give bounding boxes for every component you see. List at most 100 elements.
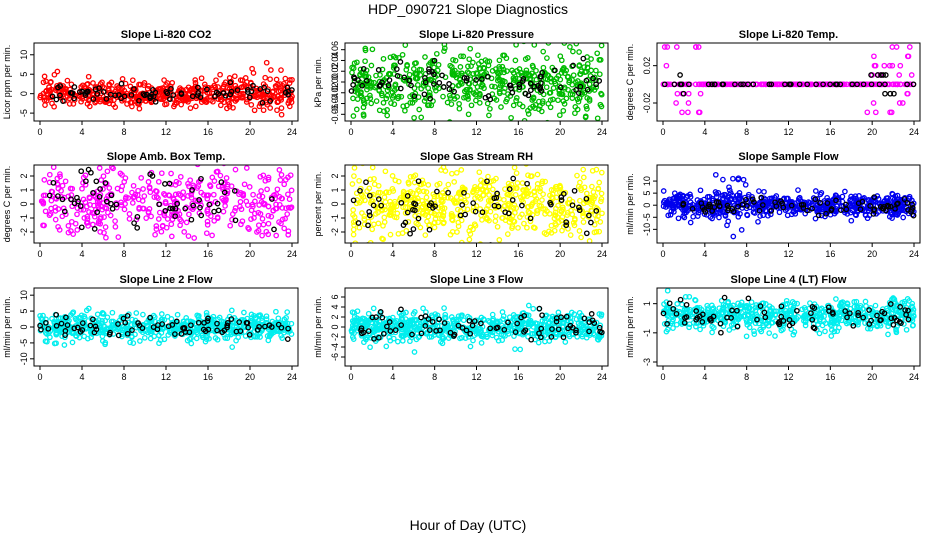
plot-frame	[344, 42, 609, 122]
data-point	[236, 319, 243, 325]
data-point	[569, 77, 575, 83]
data-point	[515, 225, 521, 231]
data-point	[441, 43, 448, 48]
data-point	[695, 44, 702, 50]
data-point	[275, 260, 279, 264]
data-point	[833, 203, 840, 210]
data-point	[535, 324, 541, 331]
data-point	[434, 188, 440, 195]
x-tick-label: 4	[390, 249, 395, 259]
data-point	[560, 66, 567, 72]
data-point	[766, 81, 773, 88]
data-point	[153, 193, 160, 200]
data-point	[74, 194, 80, 201]
data-point	[540, 191, 546, 198]
data-point	[496, 237, 503, 243]
data-point	[382, 168, 389, 175]
data-point	[172, 205, 179, 212]
data-point	[354, 308, 361, 315]
data-point	[83, 220, 90, 226]
y-tick-label: 0	[19, 201, 29, 206]
data-point	[288, 187, 295, 194]
data-point	[62, 328, 69, 334]
plot-frame	[33, 42, 299, 122]
data-point	[896, 100, 903, 106]
data-point	[730, 175, 736, 182]
data-point	[557, 84, 564, 91]
y-tick-label: 0	[330, 324, 340, 329]
data-point	[599, 210, 605, 217]
data-point	[540, 64, 547, 71]
data-point	[134, 225, 141, 231]
data-point	[354, 90, 361, 96]
data-point	[402, 204, 409, 211]
data-point	[363, 67, 370, 74]
data-point	[163, 101, 170, 107]
data-point	[534, 181, 541, 187]
data-point	[508, 85, 514, 92]
x-tick-label: 16	[513, 372, 523, 382]
data-point	[269, 196, 275, 202]
x-tick-label: 16	[825, 127, 835, 137]
data-point	[507, 192, 513, 199]
data-point	[141, 92, 148, 99]
data-point	[812, 215, 819, 222]
data-point	[501, 196, 507, 203]
data-point	[871, 194, 878, 200]
x-tick-label: 24	[909, 249, 919, 259]
data-point	[544, 55, 550, 61]
x-tick-label: 20	[245, 372, 255, 382]
y-tick-label: 2	[19, 173, 29, 178]
data-point	[671, 81, 678, 88]
data-point	[103, 234, 109, 241]
data-point	[78, 98, 84, 105]
data-point	[414, 82, 421, 88]
y-tick-label: 0.04	[330, 52, 340, 70]
data-point	[508, 114, 514, 121]
data-point	[282, 215, 288, 222]
data-point	[447, 329, 454, 336]
data-point	[115, 321, 121, 327]
data-point	[288, 204, 295, 211]
data-point	[288, 96, 295, 102]
data-point	[874, 72, 881, 78]
data-point	[539, 250, 543, 254]
data-point	[537, 188, 543, 195]
data-point	[551, 215, 558, 222]
data-point	[531, 43, 538, 48]
data-point	[177, 222, 183, 229]
data-point	[161, 77, 167, 83]
data-point	[817, 200, 823, 206]
data-point	[112, 218, 118, 224]
data-point	[522, 56, 529, 62]
data-point	[221, 165, 227, 167]
data-point	[278, 85, 285, 92]
data-point	[164, 90, 171, 97]
data-point	[177, 173, 184, 180]
data-point	[705, 81, 712, 88]
data-point	[505, 180, 512, 187]
data-point	[533, 76, 540, 83]
data-point	[420, 305, 426, 312]
data-point	[573, 327, 579, 334]
data-point	[205, 210, 211, 217]
data-point	[558, 197, 565, 203]
data-point	[740, 81, 747, 88]
data-point	[59, 196, 66, 203]
data-point	[528, 203, 535, 209]
data-point	[446, 92, 453, 99]
data-point	[577, 179, 583, 186]
data-point	[284, 309, 291, 315]
data-point	[141, 334, 148, 341]
data-point	[499, 309, 506, 315]
data-point	[131, 86, 137, 92]
data-point	[468, 102, 475, 109]
data-point	[560, 206, 566, 213]
data-point	[512, 314, 518, 320]
data-point	[401, 74, 408, 81]
data-point	[573, 43, 580, 47]
data-point	[109, 165, 115, 171]
data-point	[479, 217, 485, 223]
data-point	[214, 327, 220, 334]
